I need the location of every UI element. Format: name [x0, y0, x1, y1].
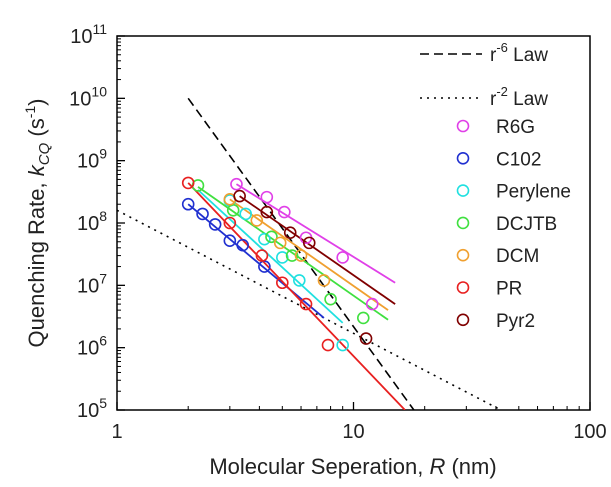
- legend-marker: [456, 248, 470, 262]
- data-point-dcm: [250, 214, 264, 227]
- fit-line-pyr2: [239, 195, 396, 305]
- data-point-r6g: [365, 297, 379, 311]
- data-point-pr: [276, 276, 289, 290]
- data-point-dcjtb: [324, 292, 337, 306]
- data-point-pyr2: [359, 332, 373, 345]
- data-point-perylene: [276, 251, 289, 264]
- data-point-c102: [196, 207, 209, 221]
- fit-line-dcjtb: [197, 186, 389, 321]
- y-axis-label-text: Quenching Rate,: [24, 176, 49, 347]
- data-points-layer: [181, 176, 379, 352]
- legend-marker: [456, 313, 470, 327]
- data-point-c102: [208, 218, 222, 231]
- fit-lines-layer: [187, 182, 406, 410]
- data-point-pyr2: [233, 189, 246, 203]
- y-tick-label: 1010: [69, 83, 107, 110]
- data-point-dcm: [317, 274, 331, 287]
- reference-lines-layer: [117, 97, 502, 410]
- data-point-pr: [181, 176, 195, 190]
- y-axis-label-var: k: [24, 164, 49, 176]
- fit-line-r6g: [235, 183, 396, 284]
- y-tick-label: 108: [77, 208, 107, 235]
- legend-label: DCM: [496, 246, 539, 267]
- x-axis-label-var: R: [429, 454, 445, 479]
- x-tick-label: 1: [111, 421, 122, 443]
- legend-label: Perylene: [496, 182, 571, 203]
- y-axis-label: Quenching Rate, kCQ (s-1): [22, 99, 53, 348]
- data-point-dcjtb: [356, 311, 370, 325]
- legend-marker: [456, 281, 470, 294]
- data-point-perylene: [293, 274, 306, 287]
- fit-line-dcm: [229, 198, 389, 311]
- data-point-pyr2: [260, 205, 274, 219]
- fit-line-perylene: [197, 189, 344, 324]
- data-point-pyr2: [302, 236, 316, 250]
- y-axis-label-unit: (s: [24, 118, 49, 142]
- legend-label: Pyr2: [496, 311, 535, 332]
- data-point-r6g: [230, 177, 243, 191]
- x-tick-label: 100: [573, 421, 606, 443]
- x-tick-label: 10: [342, 421, 364, 443]
- data-point-pr: [255, 249, 269, 262]
- legend-label: PR: [496, 279, 522, 300]
- data-point-dcjtb: [265, 230, 278, 244]
- data-point-r6g: [278, 205, 291, 219]
- y-tick-label: 105: [77, 395, 107, 422]
- data-point-r6g: [260, 190, 274, 204]
- x-axis-label-text: Molecular Seperation,: [209, 454, 429, 479]
- data-point-c102: [223, 234, 237, 248]
- y-axis-label-unit-close: ): [24, 99, 49, 106]
- legend-marker: [456, 119, 470, 133]
- legend-marker: [456, 152, 470, 165]
- legend: r-6 Law r-2 Law R6G C102 Perylene DCJTB DCM PR P…: [420, 40, 571, 332]
- x-axis-label: Molecular Seperation, R (nm): [209, 454, 496, 479]
- y-tick-label: 106: [77, 333, 107, 360]
- y-axis-label-unit-sup: -1: [22, 106, 38, 119]
- y-axis-label-sub: CQ: [36, 142, 53, 165]
- legend-label: r-6 Law: [490, 40, 548, 66]
- data-point-pr: [321, 338, 335, 352]
- ticks-layer: 1 10 100 105 106 107 108 109 1010 1011: [69, 21, 607, 443]
- legend-marker: [456, 184, 470, 197]
- data-point-r6g: [336, 251, 349, 264]
- legend-marker: [456, 216, 470, 230]
- x-axis-label-unit: (nm): [445, 454, 496, 479]
- y-tick-label: 109: [77, 146, 107, 173]
- y-tick-label: 107: [77, 270, 107, 297]
- data-point-perylene: [239, 207, 252, 221]
- data-point-c102: [236, 238, 249, 252]
- data-point-dcjtb: [285, 249, 299, 262]
- data-point-perylene: [258, 232, 271, 246]
- legend-label: R6G: [496, 117, 535, 138]
- reference-line-dashed: [187, 97, 415, 410]
- data-point-dcm: [273, 236, 287, 250]
- y-tick-label: 1011: [70, 21, 107, 48]
- fit-line-pr: [187, 182, 406, 410]
- data-point-c102: [181, 197, 195, 211]
- data-point-perylene: [336, 338, 349, 352]
- legend-label: C102: [496, 149, 541, 170]
- data-point-pr: [223, 216, 237, 230]
- fit-line-c102: [187, 203, 325, 319]
- data-point-dcm: [294, 249, 308, 262]
- data-point-dcjtb: [226, 203, 240, 217]
- data-point-pyr2: [283, 226, 297, 239]
- data-point-pr: [299, 297, 313, 311]
- legend-label: r-2 Law: [490, 84, 548, 110]
- legend-label: DCJTB: [496, 214, 557, 235]
